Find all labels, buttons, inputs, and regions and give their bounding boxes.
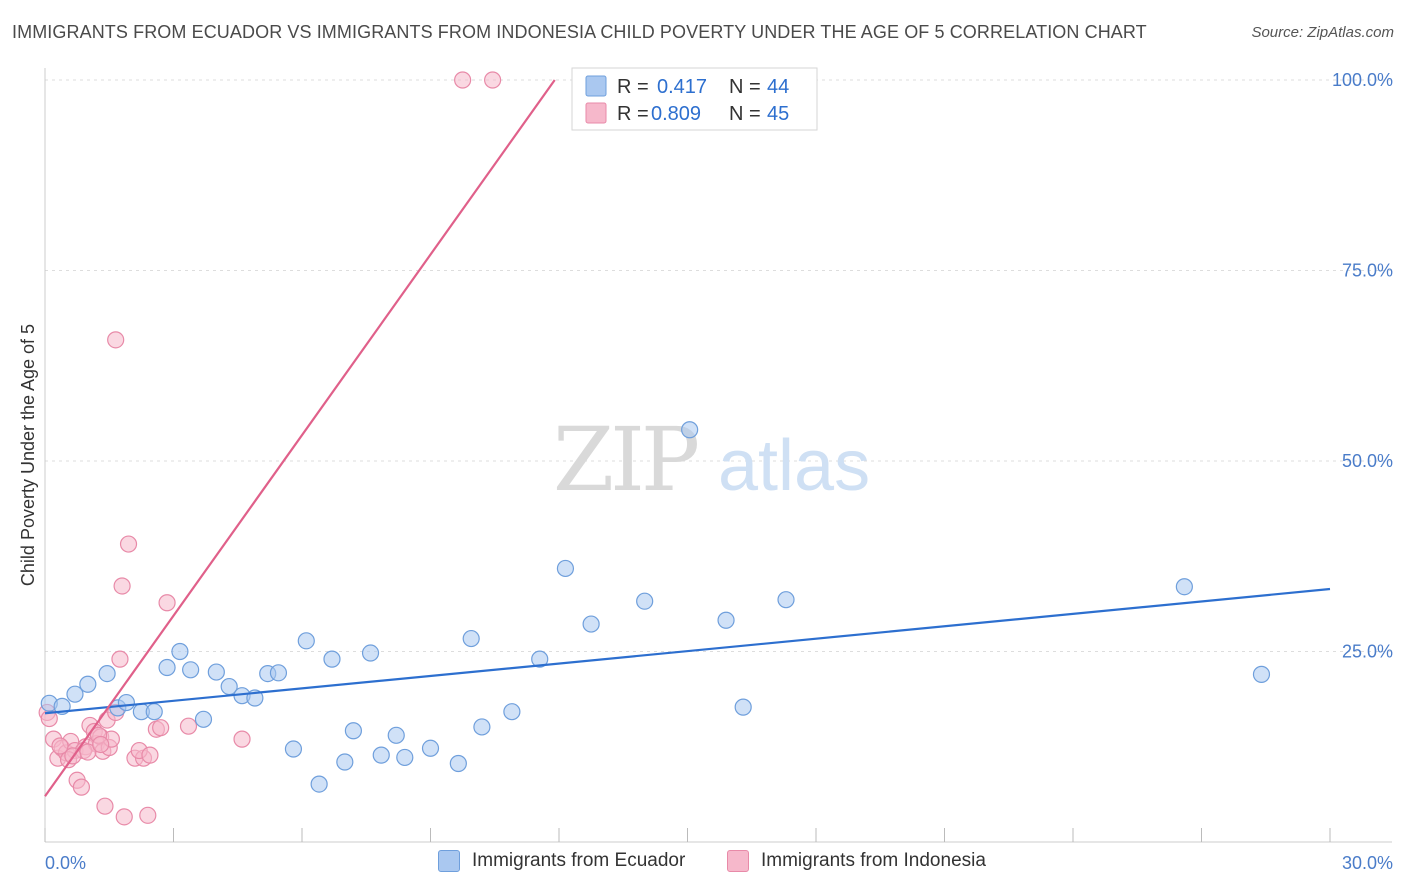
stats-box: R = 0.417 N = 44 R = 0.809 N = 45 — [571, 67, 818, 131]
indonesia-point — [233, 730, 251, 748]
indonesia-point — [158, 594, 176, 612]
ecuador-point — [182, 661, 200, 679]
stats-indonesia-r-label: R = — [617, 103, 649, 125]
indonesia-point — [179, 717, 198, 735]
legend-item-ecuador[interactable]: Immigrants from Ecuador — [438, 850, 685, 872]
indonesia-point — [107, 331, 125, 349]
ecuador-point — [1252, 665, 1271, 683]
x-tick-labels: 0.0% 30.0% — [45, 853, 1393, 873]
y-axis-label: Child Poverty Under the Age of 5 — [18, 324, 38, 586]
source-label: Source: ZipAtlas.com — [1251, 24, 1394, 41]
stats-ecuador-r-value: 0.417 — [657, 76, 707, 98]
stats-ecuador-r-label: R = — [617, 76, 649, 98]
ecuador-point — [344, 722, 362, 740]
legend-item-indonesia[interactable]: Immigrants from Indonesia — [727, 850, 986, 872]
watermark-atlas: atlas — [718, 426, 870, 506]
ecuador-point — [503, 703, 521, 721]
ecuador-point — [66, 685, 84, 703]
series-ecuador-points — [40, 421, 1271, 793]
indonesia-point — [152, 719, 170, 737]
ecuador-point — [269, 664, 288, 682]
y-tick-label: 50.0% — [1342, 451, 1393, 471]
stats-box-frame — [571, 67, 818, 131]
stats-indonesia-n-label: N = — [729, 103, 761, 125]
ecuador-point — [336, 753, 354, 771]
ecuador-point — [79, 675, 97, 693]
indonesia-point — [113, 577, 131, 595]
legend-swatch-indonesia — [727, 850, 749, 872]
ecuador-point — [636, 592, 654, 610]
legend: Immigrants from Ecuador Immigrants from … — [0, 850, 1406, 878]
indonesia-point — [92, 735, 110, 754]
indonesia-point — [111, 650, 129, 668]
indonesia-point — [72, 778, 91, 796]
ecuador-point — [449, 754, 467, 773]
ecuador-point — [396, 748, 414, 767]
ecuador-point — [284, 740, 303, 758]
ecuador-point — [582, 615, 600, 633]
ecuador-point — [717, 611, 735, 629]
ecuador-point — [158, 658, 176, 677]
stats-ecuador-swatch — [585, 75, 607, 97]
series-indonesia-points — [38, 71, 502, 826]
ecuador-point — [734, 698, 752, 716]
ecuador-point — [98, 664, 116, 683]
x-tick-label: 0.0% — [45, 853, 86, 873]
stats-indonesia-swatch — [585, 102, 607, 124]
ecuador-point — [145, 703, 163, 721]
stats-indonesia-n-value: 45 — [767, 103, 789, 125]
ecuador-point — [310, 775, 328, 793]
ecuador-point — [681, 421, 699, 439]
ecuador-point — [207, 663, 225, 681]
trendlines — [44, 79, 1331, 797]
ecuador-point — [473, 718, 491, 736]
legend-label-ecuador: Immigrants from Ecuador — [472, 850, 686, 871]
indonesia-point — [96, 797, 114, 815]
y-tick-label: 75.0% — [1342, 261, 1393, 281]
gridlines — [45, 79, 1392, 652]
ecuador-point — [1175, 578, 1193, 596]
ecuador-point — [171, 642, 189, 661]
x-tick-label: 30.0% — [1342, 853, 1393, 873]
indonesia-point — [51, 737, 69, 755]
y-tick-labels: 25.0% 50.0% 75.0% 100.0% — [1332, 70, 1393, 662]
ecuador-point — [117, 693, 135, 712]
y-tick-label: 100.0% — [1332, 70, 1393, 90]
stats-ecuador-n-value: 44 — [767, 76, 789, 98]
legend-label-indonesia: Immigrants from Indonesia — [761, 850, 986, 871]
indonesia-point — [141, 746, 159, 764]
ecuador-point — [372, 746, 390, 764]
indonesia-point — [139, 806, 157, 824]
ecuador-point — [462, 629, 480, 648]
ecuador-point — [556, 559, 575, 578]
ecuador-trendline — [44, 587, 1331, 715]
legend-swatch-ecuador — [438, 850, 460, 872]
indonesia-point — [454, 71, 472, 89]
indonesia-point — [119, 535, 138, 553]
ecuador-point — [421, 739, 440, 757]
ecuador-point — [361, 644, 380, 662]
ecuador-point — [297, 632, 315, 650]
chart-title: IMMIGRANTS FROM ECUADOR VS IMMIGRANTS FR… — [12, 22, 1147, 42]
ecuador-point — [387, 726, 405, 744]
ecuador-point — [777, 591, 795, 609]
indonesia-point — [484, 71, 502, 89]
ecuador-point — [194, 710, 213, 728]
stats-indonesia-r-value: 0.809 — [651, 103, 701, 125]
indonesia-point — [115, 808, 133, 826]
stats-ecuador-n-label: N = — [729, 76, 761, 98]
watermark: ZIP atlas — [553, 408, 870, 511]
indonesia-trendline — [44, 79, 556, 797]
watermark-zip: ZIP — [553, 408, 698, 511]
ecuador-point — [531, 650, 549, 668]
y-tick-label: 25.0% — [1342, 642, 1393, 662]
ecuador-point — [323, 650, 341, 668]
